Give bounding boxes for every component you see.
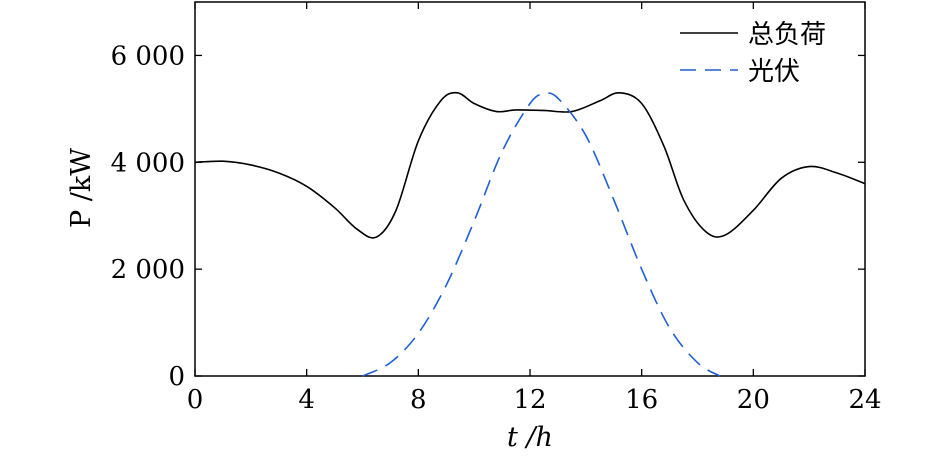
series-line-pv [362, 92, 721, 377]
y-tick-label: 4 000 [111, 148, 185, 178]
x-axis: 0 4 8 12 16 20 24 [187, 2, 882, 415]
series-layer [194, 91, 866, 377]
x-tick-label: 16 [625, 385, 658, 415]
y-axis: 0 2 000 4 000 6 000 [111, 41, 865, 392]
y-axis-label: P /kW [66, 148, 97, 228]
x-axis-label: t /h [507, 422, 553, 453]
legend-label-total-load: 总负荷 [748, 20, 826, 50]
legend-label-pv: 光伏 [748, 57, 800, 87]
x-tick-label: 12 [513, 385, 546, 415]
legend: 总负荷 光伏 [680, 20, 826, 87]
x-axis-label-text: t /h [507, 422, 553, 453]
y-tick-label: 6 000 [111, 41, 185, 71]
x-tick-label: 24 [848, 385, 881, 415]
series-line-total-load [194, 91, 866, 239]
x-tick-label: 20 [737, 385, 770, 415]
y-tick-label: 0 [168, 362, 185, 392]
y-tick-label: 2 000 [111, 255, 185, 285]
x-tick-label: 0 [187, 385, 204, 415]
x-tick-label: 4 [298, 385, 315, 415]
x-tick-label: 8 [410, 385, 427, 415]
